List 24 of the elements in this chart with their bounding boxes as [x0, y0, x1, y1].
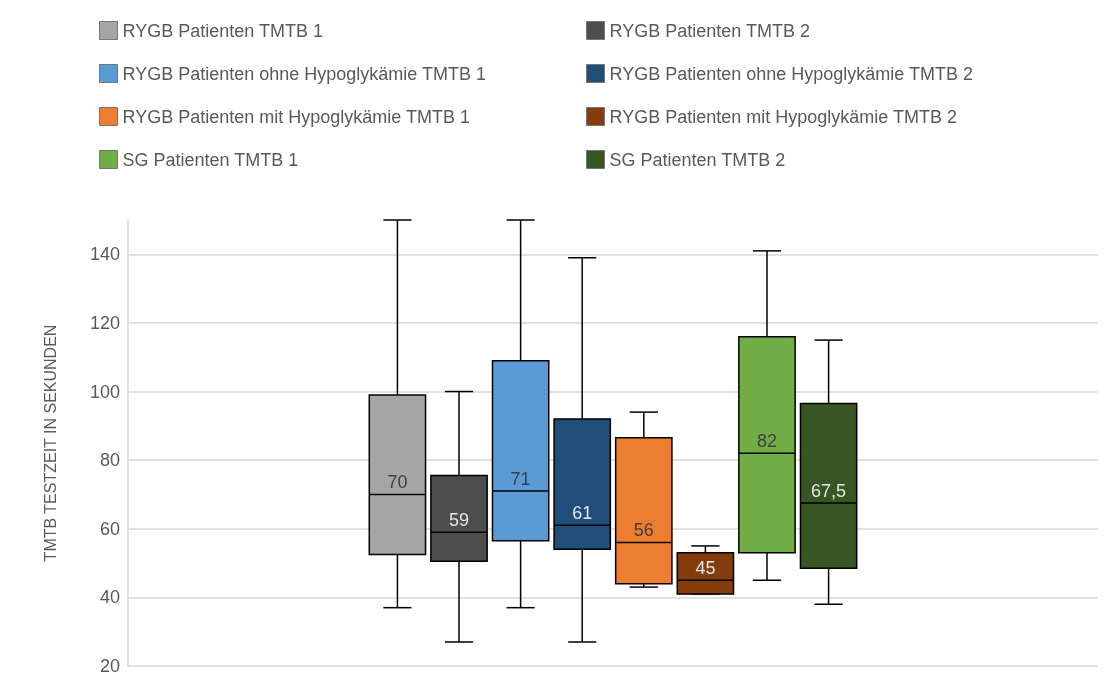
- legend-label: RYGB Patienten TMTB 1: [122, 20, 323, 41]
- legend-label: RYGB Patienten TMTB 2: [609, 20, 810, 41]
- legend-label: SG Patienten TMTB 2: [609, 149, 786, 170]
- text: 59: [449, 510, 470, 531]
- y-tick-label: 80: [99, 450, 120, 471]
- text: 82: [756, 431, 777, 452]
- y-tick-label: 100: [89, 381, 120, 402]
- text: 67,5: [811, 481, 847, 502]
- text: 70: [387, 472, 408, 493]
- y-tick-label: 120: [89, 312, 120, 333]
- y-tick-label: 140: [89, 244, 120, 265]
- text: 45: [695, 558, 716, 579]
- y-tick-label: 60: [99, 518, 120, 539]
- legend-label: RYGB Patienten mit Hypoglykämie TMTB 2: [609, 106, 957, 127]
- legend-label: RYGB Patienten ohne Hypoglykämie TMTB 2: [609, 63, 974, 84]
- y-tick-label: 40: [99, 587, 120, 608]
- legend-label: SG Patienten TMTB 1: [122, 149, 299, 170]
- text: 56: [633, 520, 654, 541]
- y-axis-title: TMTB TESTZEIT IN SEKUNDEN: [41, 324, 59, 562]
- legend-label: RYGB Patienten mit Hypoglykämie TMTB 1: [122, 106, 470, 127]
- text: 71: [510, 469, 531, 490]
- y-tick-label: 20: [99, 656, 120, 676]
- text: 61: [572, 503, 593, 524]
- legend-label: RYGB Patienten ohne Hypoglykämie TMTB 1: [122, 63, 487, 84]
